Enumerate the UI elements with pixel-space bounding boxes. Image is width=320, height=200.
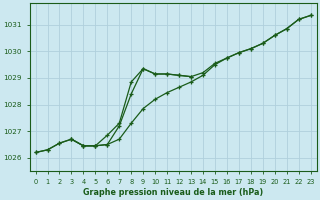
X-axis label: Graphe pression niveau de la mer (hPa): Graphe pression niveau de la mer (hPa) xyxy=(83,188,263,197)
